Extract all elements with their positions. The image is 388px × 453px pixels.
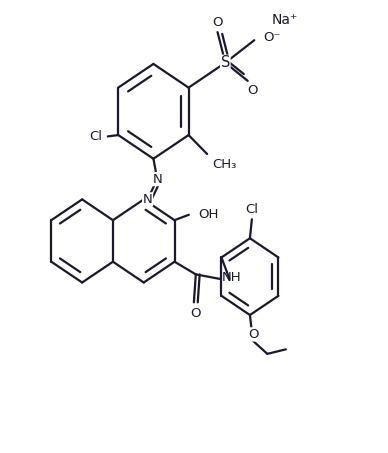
- Text: O: O: [212, 16, 223, 29]
- Text: Cl: Cl: [245, 203, 258, 216]
- Text: O⁻: O⁻: [263, 31, 280, 44]
- Text: Cl: Cl: [90, 130, 103, 143]
- Text: Na⁺: Na⁺: [272, 13, 298, 27]
- Text: S: S: [221, 55, 230, 70]
- Text: O: O: [247, 84, 258, 97]
- Text: CH₃: CH₃: [212, 158, 236, 171]
- Text: O: O: [190, 307, 200, 320]
- Text: NH: NH: [221, 271, 241, 284]
- Text: N: N: [143, 193, 152, 206]
- Text: O: O: [248, 328, 258, 341]
- Text: OH: OH: [199, 208, 219, 221]
- Text: N: N: [152, 173, 162, 186]
